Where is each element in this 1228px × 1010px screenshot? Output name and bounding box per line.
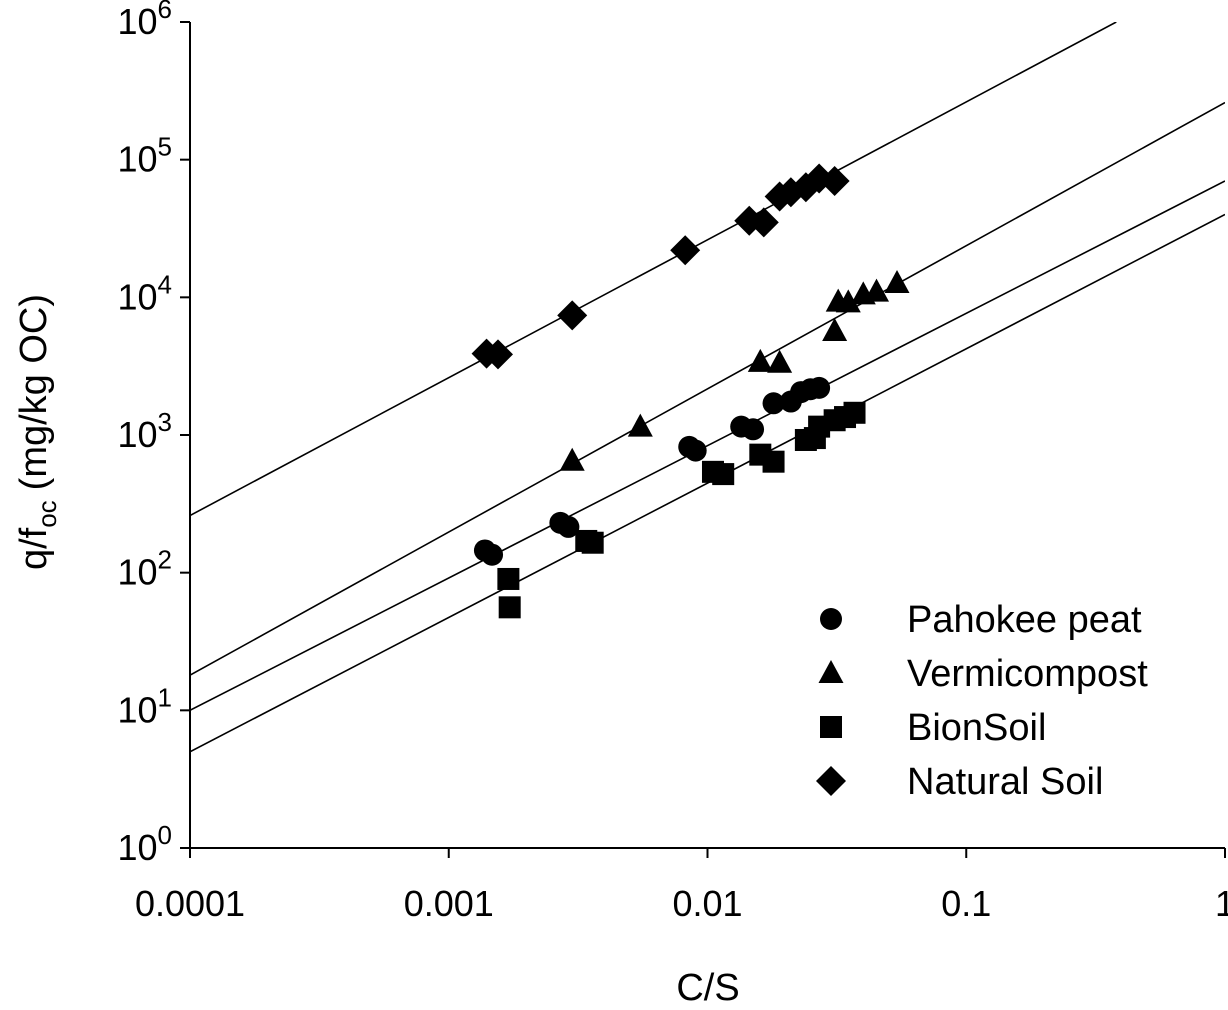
x-tick-label: 0.1 <box>941 883 991 924</box>
circle-point <box>762 392 785 415</box>
y-tick-label: 103 <box>117 407 172 455</box>
diamond-point <box>819 165 850 196</box>
fit-lines <box>190 22 1225 753</box>
x-tick-label: 0.0001 <box>135 883 245 924</box>
diamond-point <box>557 300 588 331</box>
y-axis-title: q/foc (mg/kg OC) <box>13 294 62 570</box>
triangle-point <box>884 270 910 294</box>
plot-frame <box>189 22 1225 849</box>
square-point <box>581 531 604 554</box>
legend-label: Vermicompost <box>907 653 1148 695</box>
circle-point <box>684 439 707 462</box>
legend-label: Natural Soil <box>907 761 1103 803</box>
diamond-point <box>482 339 513 370</box>
circle-point <box>742 418 765 441</box>
fit-line-circle <box>190 180 1225 712</box>
x-tick-label: 1 <box>1215 883 1228 924</box>
square-point <box>498 596 521 619</box>
triangle-point <box>835 289 861 313</box>
triangle-point <box>767 349 793 373</box>
data-points <box>471 163 910 619</box>
triangle-point <box>822 317 848 341</box>
legend-marker-triangle <box>818 660 844 683</box>
y-axis-title-units: (mg/kg OC) <box>13 294 55 490</box>
legend-marker-square <box>820 716 842 738</box>
circle-point <box>481 543 504 566</box>
circle-point <box>557 515 580 538</box>
x-axis: 0.0001 0.001 0.01 0.1 1 <box>135 848 1228 924</box>
fit-line-triangle <box>190 101 1225 676</box>
triangle-point <box>864 278 890 302</box>
x-tick-label: 0.01 <box>672 883 742 924</box>
y-axis-title-subscript: oc <box>32 500 62 527</box>
y-axis: 100 101 102 103 104 105 106 <box>117 0 190 868</box>
legend-marker-circle <box>820 608 842 630</box>
y-tick-label: 101 <box>117 682 172 730</box>
legend: Pahokee peat Vermicompost BionSoil Natural … <box>816 599 1148 803</box>
fit-line-square <box>190 213 1225 753</box>
legend-label: Pahokee peat <box>907 599 1142 641</box>
square-point <box>712 463 735 486</box>
square-point <box>762 450 785 473</box>
y-tick-label: 104 <box>117 269 172 317</box>
triangle-point <box>627 413 653 437</box>
diamond-point <box>670 235 701 266</box>
x-axis-title: C/S <box>676 967 739 1009</box>
y-tick-label: 102 <box>117 545 172 593</box>
y-tick-label: 105 <box>117 132 172 180</box>
square-point <box>497 567 520 590</box>
legend-label: BionSoil <box>907 707 1046 749</box>
svg-text:q/foc(mg/kg OC): q/foc (mg/kg OC) <box>13 294 62 570</box>
triangle-point <box>747 348 773 372</box>
y-tick-label: 100 <box>117 820 172 868</box>
square-point <box>843 401 866 424</box>
triangle-point <box>559 447 585 471</box>
y-axis-title-main: q/f <box>13 527 55 570</box>
y-tick-label: 106 <box>117 0 172 42</box>
diamond-point <box>748 207 779 238</box>
circle-point <box>808 376 831 399</box>
fit-line-diamond <box>190 22 1117 517</box>
x-tick-label: 0.001 <box>404 883 494 924</box>
legend-marker-diamond <box>816 766 846 796</box>
